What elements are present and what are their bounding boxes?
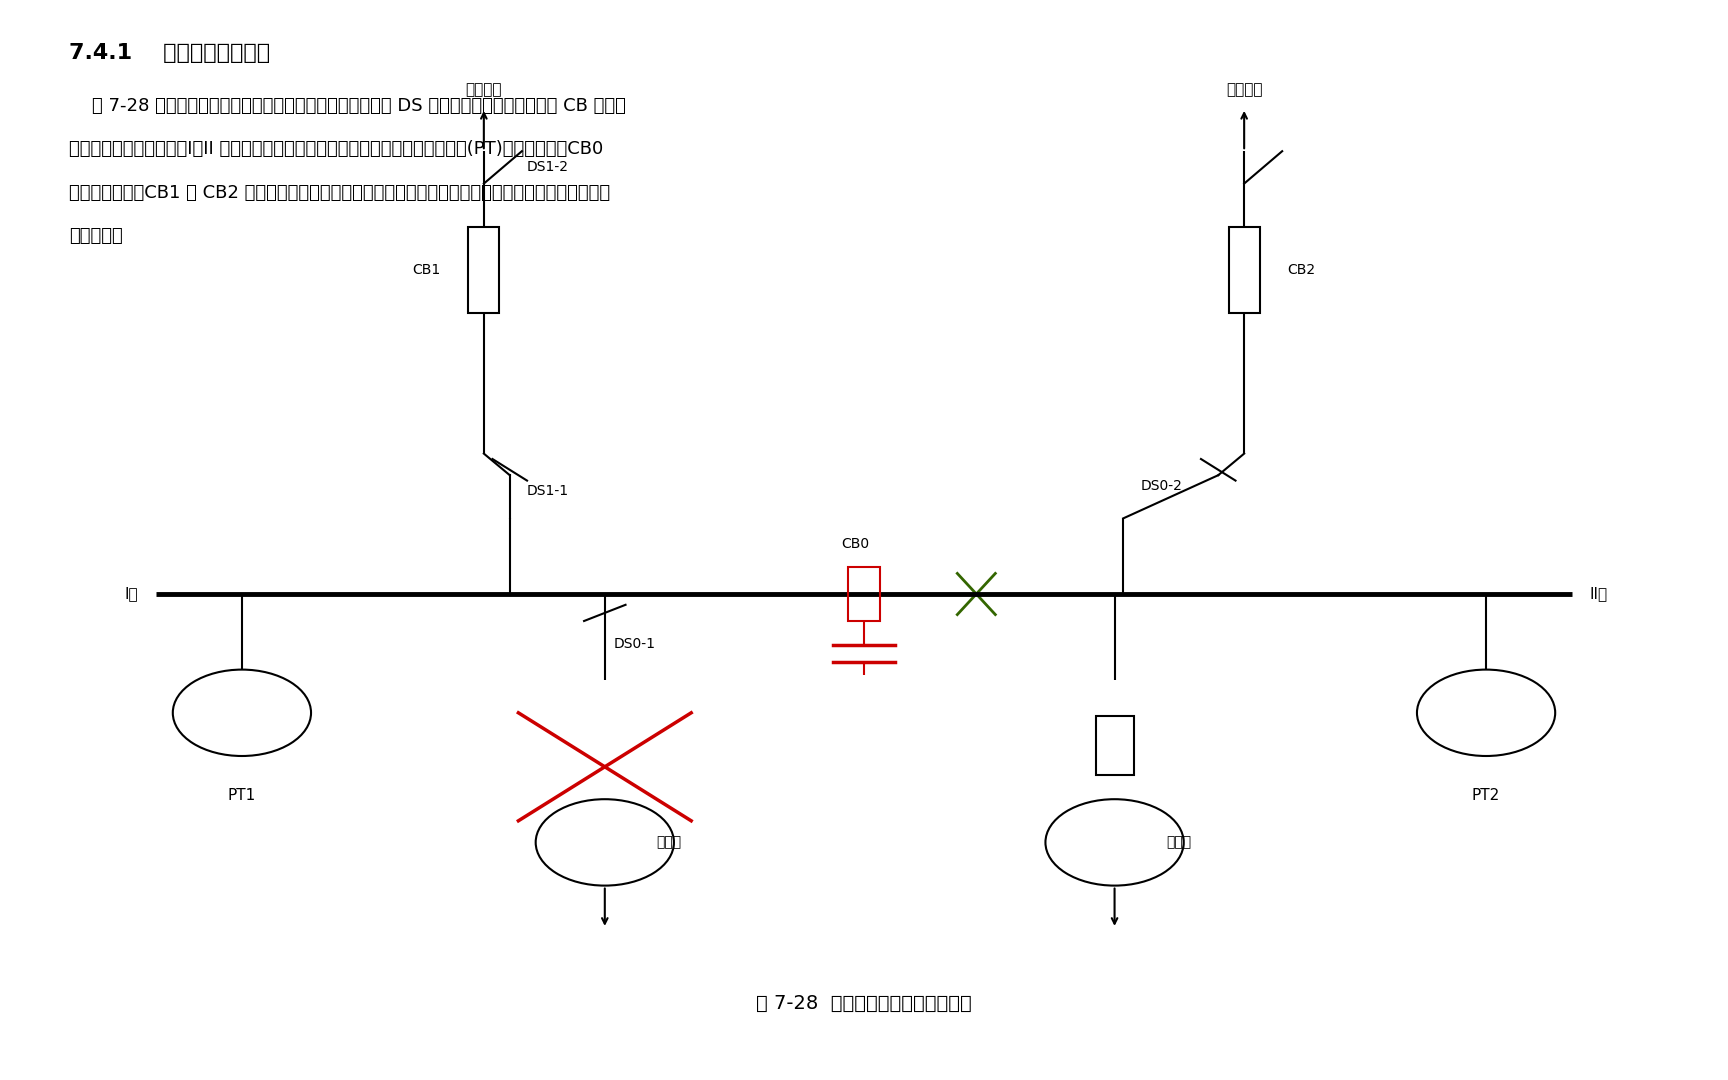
Text: DS1-1: DS1-1 [527, 485, 569, 498]
Text: DS1-2: DS1-2 [527, 161, 569, 174]
Text: 为母联断路器，CB1 和 CB2 为线路断路器，它们的断口均装有均压电容。这是发生铁磁谐振现象变电站的: 为母联断路器，CB1 和 CB2 为线路断路器，它们的断口均装有均压电容。这是发… [69, 184, 610, 202]
Text: 设备为断路器。母线分为I、II 两段，每段连接有一条出线、一台电磁式电压互感器(PT)和一台主变。CB0: 设备为断路器。母线分为I、II 两段，每段连接有一条出线、一台电磁式电压互感器(… [69, 140, 603, 159]
Text: 输电线路: 输电线路 [1225, 82, 1263, 97]
Text: PT1: PT1 [228, 788, 256, 804]
Bar [1229, 227, 1260, 313]
Text: 图 7-28  发生铁磁谐振变电站主接线: 图 7-28 发生铁磁谐振变电站主接线 [757, 994, 971, 1013]
Text: CB1: CB1 [413, 264, 441, 276]
Text: DS0-2: DS0-2 [1140, 480, 1182, 492]
Text: 输电线路: 输电线路 [465, 82, 503, 97]
Bar [1096, 716, 1134, 775]
Text: II母: II母 [1590, 586, 1607, 602]
Text: 典型配置。: 典型配置。 [69, 227, 123, 245]
Bar [848, 567, 880, 621]
Text: 图 7-28 为发生谐振的中性点接地系统变电站主接线图。以 DS 开头的设备为隔离刀闸，以 CB 开头的: 图 7-28 为发生谐振的中性点接地系统变电站主接线图。以 DS 开头的设备为隔… [69, 97, 626, 116]
Text: 变压器: 变压器 [1166, 836, 1192, 849]
Text: 变压器: 变压器 [657, 836, 683, 849]
Bar [468, 227, 499, 313]
Text: CB0: CB0 [842, 537, 869, 551]
Text: 7.4.1    铁磁谐振现象概述: 7.4.1 铁磁谐振现象概述 [69, 43, 270, 64]
Text: CB2: CB2 [1287, 264, 1315, 276]
Text: I母: I母 [124, 586, 138, 602]
Text: PT2: PT2 [1472, 788, 1500, 804]
Text: DS0-1: DS0-1 [613, 637, 655, 651]
